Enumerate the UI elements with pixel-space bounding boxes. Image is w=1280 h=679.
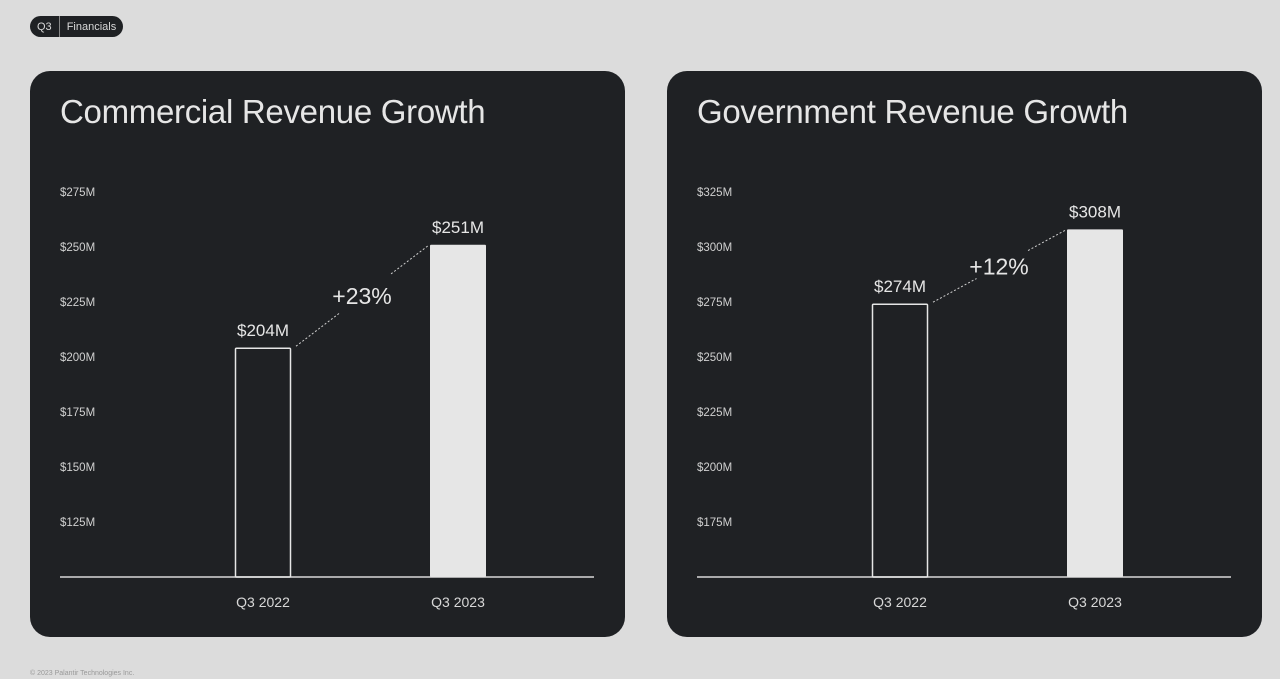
- y-tick-label: $225M: [60, 297, 95, 309]
- y-tick-label: $175M: [697, 517, 732, 529]
- y-tick-label: $125M: [60, 517, 95, 529]
- y-tick-label: $150M: [60, 462, 95, 474]
- bar-value-label: $308M: [1069, 202, 1121, 221]
- growth-connector: [932, 278, 977, 303]
- x-tick-label: Q3 2023: [1068, 594, 1122, 610]
- x-tick-label: Q3 2022: [236, 594, 290, 610]
- growth-connector: [390, 245, 429, 275]
- badge-divider: [58, 16, 60, 37]
- bar-value-label: $274M: [874, 277, 926, 296]
- y-tick-label: $250M: [60, 242, 95, 254]
- badge-section: Financials: [66, 20, 117, 33]
- badge-quarter: Q3: [37, 20, 52, 33]
- x-tick-label: Q3 2022: [873, 594, 927, 610]
- growth-connector: [295, 312, 340, 347]
- bar-q3-2022: [871, 303, 929, 578]
- x-tick-label: Q3 2023: [431, 594, 485, 610]
- bar-q3-2023: [1067, 229, 1123, 577]
- copyright: © 2023 Palantir Technologies Inc.: [30, 670, 135, 677]
- government-chart-card: Government Revenue Growth $175M $200M $225…: [667, 71, 1262, 637]
- y-tick-label: $200M: [697, 462, 732, 474]
- y-tick-label: $200M: [60, 352, 95, 364]
- section-badge: Q3 Financials: [30, 16, 124, 37]
- government-chart: $175M $200M $225M $250M $275M $300M $325M $274M…: [697, 187, 1231, 610]
- bar-q3-2022: [234, 347, 292, 578]
- commercial-chart-card: Commercial Revenue Growth $125M $150M $175…: [30, 71, 625, 637]
- y-tick-label: $275M: [697, 297, 732, 309]
- growth-label: +23%: [332, 283, 391, 309]
- bar-q3-2023: [430, 244, 486, 578]
- y-tick-label: $325M: [697, 187, 732, 199]
- bar-value-label: $251M: [432, 218, 484, 237]
- chart-title: Commercial Revenue Growth: [60, 93, 486, 130]
- growth-connector: [1027, 229, 1066, 251]
- growth-label: +12%: [969, 253, 1028, 279]
- y-tick-label: $175M: [60, 407, 95, 419]
- y-tick-label: $250M: [697, 352, 732, 364]
- y-tick-label: $275M: [60, 187, 95, 199]
- y-tick-label: $300M: [697, 242, 732, 254]
- bar-value-label: $204M: [237, 321, 289, 340]
- y-tick-label: $225M: [697, 407, 732, 419]
- chart-title: Government Revenue Growth: [697, 93, 1128, 130]
- commercial-chart: $125M $150M $175M $200M $225M $250M $275M $204M…: [60, 187, 594, 610]
